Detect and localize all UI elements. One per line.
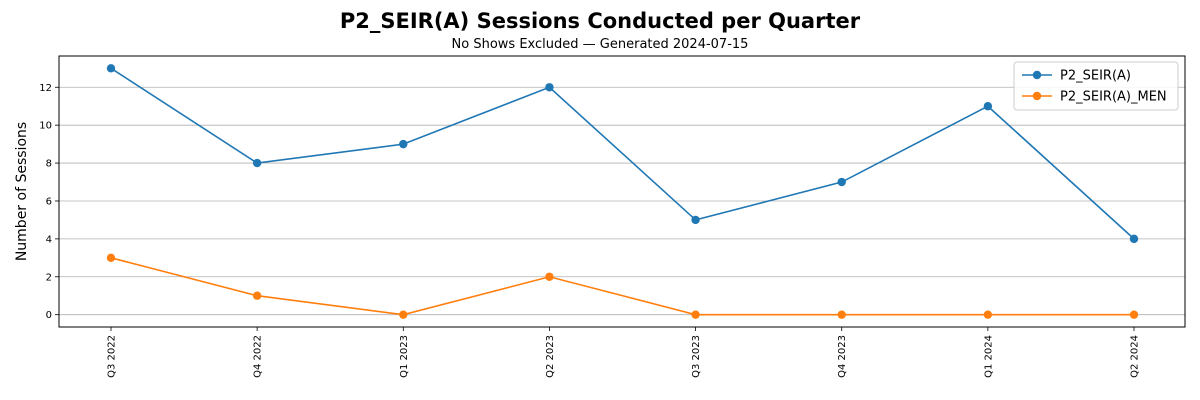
data-point bbox=[106, 64, 116, 73]
series-line bbox=[110, 67, 1135, 240]
chart-title: P2_SEIR(A) Sessions Conducted per Quarte… bbox=[339, 9, 861, 33]
x-tick-label: Q4 2022 bbox=[253, 335, 264, 378]
chart-subtitle: No Shows Excluded — Generated 2024-07-15 bbox=[451, 37, 749, 52]
data-point bbox=[1129, 234, 1139, 244]
x-tick-label: Q2 2024 bbox=[1130, 335, 1141, 378]
series-line bbox=[110, 257, 1134, 316]
y-tick-label: 6 bbox=[46, 196, 52, 207]
y-tick-label: 2 bbox=[46, 272, 52, 283]
data-point bbox=[545, 272, 554, 281]
data-point bbox=[106, 253, 116, 263]
legend: P2_SEIR(A) P2_SEIR(A)_MEN bbox=[1013, 61, 1179, 111]
x-tick-label: Q2 2023 bbox=[545, 335, 556, 378]
data-point bbox=[399, 310, 408, 319]
legend-box bbox=[1013, 61, 1179, 111]
y-axis-title: Number of Sessions bbox=[14, 122, 30, 261]
data-point bbox=[837, 310, 846, 319]
data-point bbox=[691, 215, 700, 225]
data-point bbox=[1129, 310, 1139, 319]
y-tick-label: 12 bbox=[39, 83, 52, 94]
x-tick-label: Q3 2023 bbox=[691, 335, 702, 378]
data-point bbox=[399, 139, 408, 149]
legend-label: P2_SEIR(A) bbox=[1060, 69, 1131, 84]
data-point bbox=[837, 177, 846, 187]
legend-marker bbox=[1032, 70, 1042, 80]
x-axis: Q3 2022 Q4 2022 Q1 2023 Q2 2023 Q3 2023 Q4 20… bbox=[107, 327, 1141, 378]
grid-lines bbox=[59, 86, 1185, 316]
legend-marker bbox=[1032, 91, 1042, 101]
data-point bbox=[252, 158, 262, 168]
y-tick-label: 10 bbox=[39, 121, 52, 132]
plot-area-frame bbox=[58, 55, 1186, 328]
y-axis: 0 2 4 6 8 10 12 bbox=[39, 83, 59, 321]
data-point bbox=[983, 310, 993, 319]
y-tick-label: 4 bbox=[46, 234, 52, 245]
data-point bbox=[252, 291, 262, 300]
legend-label: P2_SEIR(A)_MEN bbox=[1060, 90, 1167, 105]
x-tick-label: Q4 2023 bbox=[837, 335, 848, 378]
x-tick-label: Q1 2024 bbox=[983, 335, 994, 378]
series-1 bbox=[106, 253, 1139, 319]
data-point bbox=[983, 102, 993, 111]
x-tick-label: Q3 2022 bbox=[107, 335, 118, 378]
data-point bbox=[545, 83, 554, 92]
data-point bbox=[691, 310, 700, 319]
series-0 bbox=[106, 64, 1139, 244]
y-tick-label: 8 bbox=[46, 159, 52, 170]
series-layer bbox=[106, 64, 1139, 319]
x-tick-label: Q1 2023 bbox=[399, 335, 410, 378]
y-tick-label: 0 bbox=[46, 310, 52, 321]
